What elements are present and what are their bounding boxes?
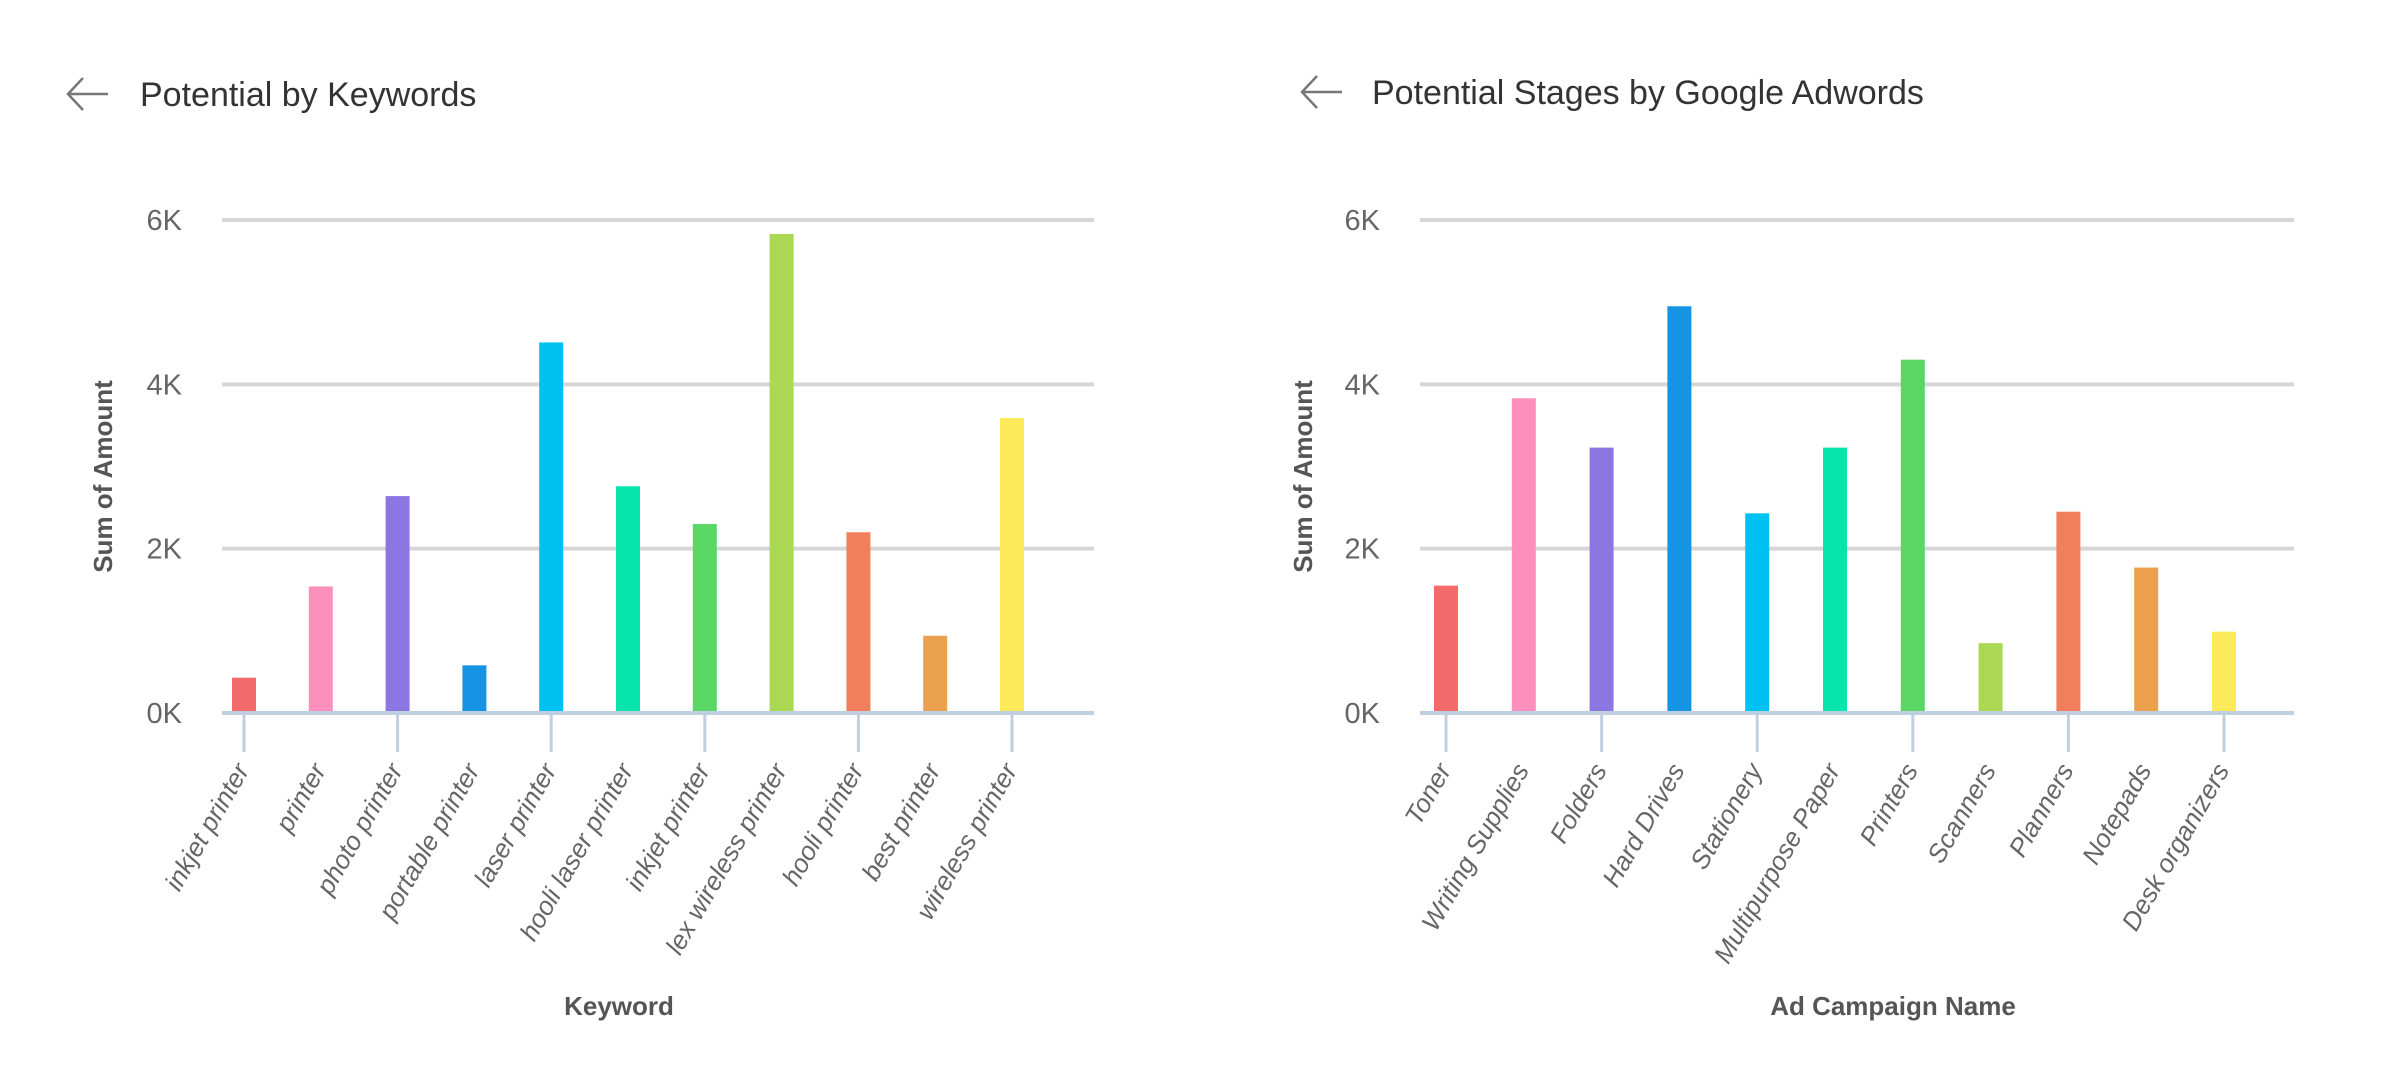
bar-hard-drives[interactable] — [1667, 306, 1692, 713]
x-tick-label: inkjet printer — [158, 757, 255, 896]
back-arrow-icon[interactable] — [66, 77, 108, 111]
y-axis-title: Sum of Amount — [1288, 380, 1318, 573]
bar-laser-printer[interactable] — [539, 342, 564, 713]
x-tick-label: Printers — [1853, 758, 1924, 851]
y-tick-label: 0K — [1345, 698, 1381, 730]
chart-panel-keywords: Potential by Keywords 0K 2K 4K 6K inkjet prin… — [66, 76, 1094, 1021]
bar-printer[interactable] — [308, 586, 333, 713]
bar-stationery[interactable] — [1745, 513, 1770, 713]
x-tick-label: Planners — [2002, 758, 2079, 862]
y-tick-label: 4K — [1345, 369, 1381, 401]
x-tick-label: Stationery — [1684, 756, 1770, 874]
x-tick-label: Notepads — [2076, 758, 2158, 869]
arrow-left-icon — [66, 77, 108, 111]
x-tick-label: Toner — [1398, 757, 1457, 830]
bar-portable-printer[interactable] — [462, 665, 487, 713]
x-tick-label: best printer — [855, 757, 947, 886]
y-tick-label: 6K — [1345, 205, 1381, 237]
y-tick-label: 0K — [147, 698, 183, 730]
bar-toner[interactable] — [1434, 585, 1458, 713]
y-tick-label: 2K — [1345, 534, 1381, 566]
y-axis-title: Sum of Amount — [88, 380, 118, 573]
bar-best-printer[interactable] — [923, 635, 948, 713]
x-tick-label: printer — [269, 757, 333, 838]
x-tick-label: Folders — [1543, 758, 1612, 848]
bar-photo-printer[interactable] — [385, 496, 410, 713]
bar-writing-supplies[interactable] — [1511, 398, 1536, 713]
bar-desk-organizers[interactable] — [2212, 631, 2236, 713]
chart-title: Potential by Keywords — [140, 76, 476, 114]
bar-folders[interactable] — [1589, 447, 1614, 713]
y-tick-label: 2K — [147, 534, 183, 566]
bar-hooli-laser-printer[interactable] — [616, 486, 640, 713]
y-tick-label: 6K — [147, 205, 183, 237]
bar-scanners[interactable] — [1978, 643, 2003, 713]
bar-hooli-printer[interactable] — [846, 532, 871, 713]
back-arrow-icon[interactable] — [1300, 75, 1342, 109]
x-tick-label: Scanners — [1921, 758, 2002, 868]
bar-lex-wireless-printer[interactable] — [769, 233, 794, 714]
bar-inkjet-printer[interactable] — [692, 524, 717, 713]
x-axis-title: Ad Campaign Name — [1770, 991, 2016, 1021]
bar-planners[interactable] — [2056, 511, 2081, 713]
y-tick-label: 4K — [147, 369, 183, 401]
bar-notepads[interactable] — [2134, 567, 2159, 713]
x-axis-title: Keyword — [564, 991, 674, 1021]
x-tick-label: Hard Drives — [1596, 758, 1691, 892]
bar-printers[interactable] — [1900, 359, 1925, 713]
bar-wireless-printer[interactable] — [1000, 418, 1024, 713]
bar-inkjet-printer[interactable] — [232, 677, 256, 713]
chart-panel-adwords: Potential Stages by Google Adwords 0K 2K 4K… — [1288, 74, 2294, 1021]
arrow-left-icon — [1300, 75, 1342, 109]
bar-multipurpose-paper[interactable] — [1823, 447, 1847, 713]
chart-title: Potential Stages by Google Adwords — [1372, 74, 1924, 112]
